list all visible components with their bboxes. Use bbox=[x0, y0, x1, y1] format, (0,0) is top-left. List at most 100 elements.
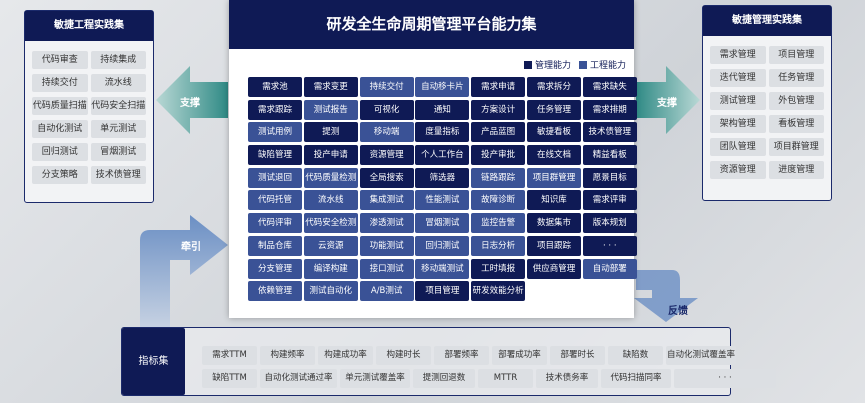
metric-item[interactable]: 缺陷TTM bbox=[202, 369, 257, 388]
capability-tile[interactable]: 制品仓库 bbox=[248, 235, 302, 256]
capability-tile[interactable]: 个人工作台 bbox=[415, 145, 470, 166]
practice-item[interactable]: 代码质量扫描 bbox=[32, 97, 88, 115]
capability-tile[interactable]: 自动部署 bbox=[582, 258, 637, 279]
capability-tile[interactable]: 工时填报 bbox=[471, 258, 526, 279]
capability-tile[interactable]: 资源管理 bbox=[359, 145, 414, 166]
capability-tile[interactable]: 研发效能分析 bbox=[471, 281, 526, 302]
capability-tile[interactable]: · · · bbox=[582, 235, 637, 256]
practice-item[interactable]: 任务管理 bbox=[768, 69, 824, 87]
practice-item[interactable]: 需求管理 bbox=[710, 46, 766, 64]
capability-tile[interactable]: 敏捷看板 bbox=[526, 122, 581, 143]
practice-item[interactable]: 资源管理 bbox=[710, 161, 766, 179]
metric-item[interactable]: 需求TTM bbox=[202, 346, 257, 365]
practice-item[interactable]: 团队管理 bbox=[710, 138, 766, 156]
capability-tile[interactable]: 依赖管理 bbox=[248, 281, 302, 302]
capability-tile[interactable]: 供应商管理 bbox=[526, 258, 581, 279]
practice-item[interactable]: 迭代管理 bbox=[710, 69, 766, 87]
metric-item[interactable]: 构建频率 bbox=[260, 346, 315, 365]
capability-tile[interactable]: 需求申请 bbox=[471, 77, 526, 97]
practice-item[interactable]: 单元测试 bbox=[90, 120, 146, 138]
capability-tile[interactable]: 测试用例 bbox=[248, 122, 302, 143]
capability-tile[interactable]: 项目跟踪 bbox=[526, 235, 581, 256]
metric-item[interactable]: 自动化测试通过率 bbox=[260, 369, 337, 388]
metric-item[interactable]: 技术债务率 bbox=[536, 369, 598, 388]
metric-item[interactable]: 自动化测试覆盖率 bbox=[666, 346, 736, 365]
capability-tile[interactable]: 需求评审 bbox=[582, 190, 637, 211]
capability-tile[interactable]: 投产审批 bbox=[471, 145, 526, 166]
capability-tile[interactable]: 需求排期 bbox=[582, 99, 637, 120]
capability-tile[interactable]: 测试退回 bbox=[248, 167, 302, 188]
capability-tile[interactable]: A/B测试 bbox=[359, 281, 414, 302]
capability-tile[interactable]: 链路跟踪 bbox=[471, 167, 526, 188]
practice-item[interactable]: 测试管理 bbox=[710, 92, 766, 110]
capability-tile[interactable]: 愿景目标 bbox=[582, 167, 637, 188]
capability-tile[interactable]: 需求缺失 bbox=[582, 77, 637, 97]
practice-item[interactable]: 流水线 bbox=[90, 74, 146, 92]
practice-item[interactable]: 持续交付 bbox=[32, 74, 88, 92]
capability-tile[interactable]: 编译构建 bbox=[303, 258, 358, 279]
capability-tile[interactable]: 全局搜索 bbox=[359, 167, 414, 188]
capability-tile[interactable]: 测试自动化 bbox=[303, 281, 358, 302]
capability-tile[interactable]: 代码托管 bbox=[248, 190, 302, 211]
capability-tile[interactable]: 渗透测试 bbox=[359, 213, 414, 234]
practice-item[interactable]: 项目群管理 bbox=[768, 138, 824, 156]
practice-item[interactable]: 自动化测试 bbox=[32, 120, 88, 138]
capability-tile[interactable]: 产品蓝图 bbox=[471, 122, 526, 143]
metric-item[interactable]: 部署时长 bbox=[550, 346, 605, 365]
capability-tile[interactable]: 冒烟测试 bbox=[415, 213, 470, 234]
capability-tile[interactable]: 测试报告 bbox=[303, 99, 358, 120]
metric-item[interactable]: 单元测试覆盖率 bbox=[340, 369, 410, 388]
metric-item[interactable]: 提测回退数 bbox=[413, 369, 475, 388]
capability-tile[interactable]: 移动端测试 bbox=[415, 258, 470, 279]
metric-item[interactable]: 构建时长 bbox=[376, 346, 431, 365]
metric-item[interactable]: 构建成功率 bbox=[318, 346, 373, 365]
capability-tile[interactable]: 任务管理 bbox=[526, 99, 581, 120]
capability-tile[interactable]: 云资源 bbox=[303, 235, 358, 256]
capability-tile[interactable]: 需求跟踪 bbox=[248, 99, 302, 120]
capability-tile[interactable]: 项目管理 bbox=[415, 281, 470, 302]
capability-tile[interactable]: 筛选器 bbox=[415, 167, 470, 188]
capability-tile[interactable]: 技术债管理 bbox=[582, 122, 637, 143]
practice-item[interactable]: 项目管理 bbox=[768, 46, 824, 64]
capability-tile[interactable]: 版本规划 bbox=[582, 213, 637, 234]
practice-item[interactable]: 回归测试 bbox=[32, 143, 88, 161]
practice-item[interactable]: 持续集成 bbox=[90, 51, 146, 69]
metric-item[interactable]: 缺陷数 bbox=[608, 346, 663, 365]
practice-item[interactable]: 架构管理 bbox=[710, 115, 766, 133]
capability-tile[interactable]: 缺陷管理 bbox=[248, 145, 302, 166]
capability-tile[interactable]: 精益看板 bbox=[582, 145, 637, 166]
capability-tile[interactable]: 流水线 bbox=[303, 190, 358, 211]
capability-tile[interactable]: 可视化 bbox=[359, 99, 414, 120]
capability-tile[interactable]: 投产申请 bbox=[303, 145, 358, 166]
capability-tile[interactable]: 监控告警 bbox=[471, 213, 526, 234]
practice-item[interactable]: 分支策略 bbox=[32, 166, 88, 184]
capability-tile[interactable]: 需求变更 bbox=[303, 77, 358, 97]
capability-tile[interactable]: 在线文档 bbox=[526, 145, 581, 166]
practice-item[interactable]: 冒烟测试 bbox=[90, 143, 146, 161]
capability-tile[interactable]: 自动移卡片 bbox=[415, 77, 470, 97]
capability-tile[interactable]: 提测 bbox=[303, 122, 358, 143]
capability-tile[interactable]: 集成测试 bbox=[359, 190, 414, 211]
capability-tile[interactable]: 度量指标 bbox=[415, 122, 470, 143]
capability-tile[interactable]: 代码评审 bbox=[248, 213, 302, 234]
capability-tile[interactable]: 移动端 bbox=[359, 122, 414, 143]
capability-tile[interactable]: 接口测试 bbox=[359, 258, 414, 279]
capability-tile[interactable]: 需求池 bbox=[248, 77, 302, 97]
capability-tile[interactable]: 分支管理 bbox=[248, 258, 302, 279]
capability-tile[interactable]: 持续交付 bbox=[359, 77, 414, 97]
practice-item[interactable]: 看板管理 bbox=[768, 115, 824, 133]
capability-tile[interactable]: 知识库 bbox=[526, 190, 581, 211]
metric-item[interactable]: MTTR bbox=[478, 369, 533, 388]
capability-tile[interactable]: 代码安全检测 bbox=[303, 213, 358, 234]
capability-tile[interactable]: 方案设计 bbox=[471, 99, 526, 120]
practice-item[interactable]: 外包管理 bbox=[768, 92, 824, 110]
capability-tile[interactable]: 功能测试 bbox=[359, 235, 414, 256]
practice-item[interactable]: 进度管理 bbox=[768, 161, 824, 179]
metric-item[interactable]: 部署频率 bbox=[434, 346, 489, 365]
capability-tile[interactable]: 代码质量检测 bbox=[303, 167, 358, 188]
capability-tile[interactable]: 日志分析 bbox=[471, 235, 526, 256]
capability-tile[interactable]: 回归测试 bbox=[415, 235, 470, 256]
metric-item[interactable]: 代码扫描同率 bbox=[601, 369, 671, 388]
capability-tile[interactable]: 通知 bbox=[415, 99, 470, 120]
metric-item[interactable]: 部署成功率 bbox=[492, 346, 547, 365]
